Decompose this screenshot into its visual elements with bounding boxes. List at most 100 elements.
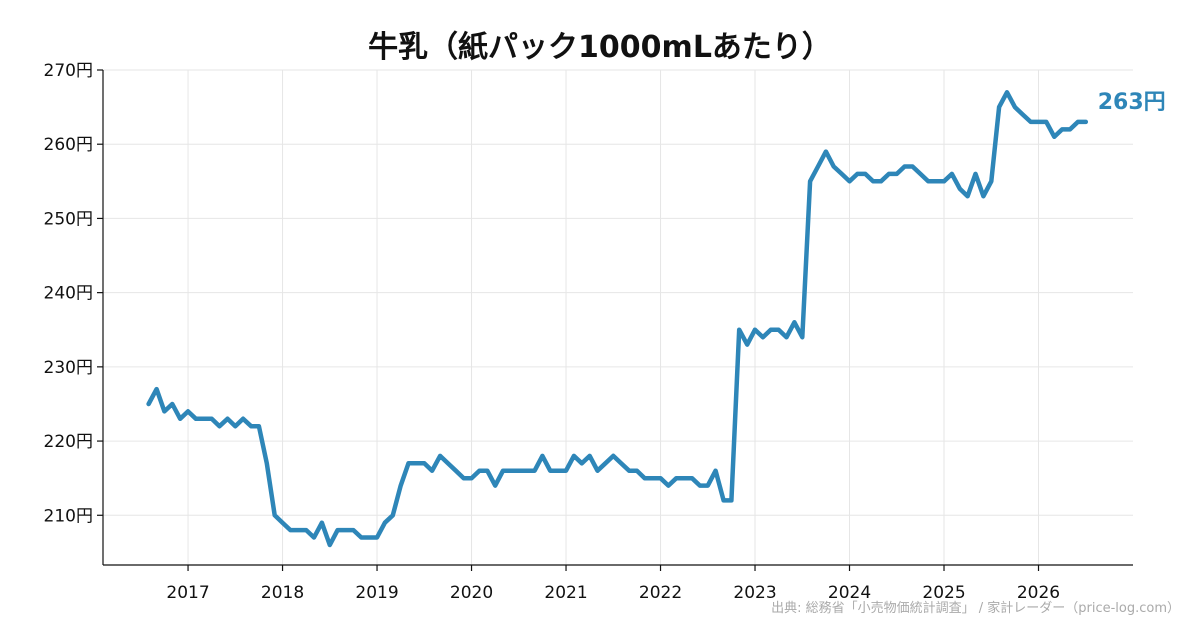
data-point [919, 173, 921, 175]
data-point [927, 180, 929, 182]
data-point [856, 173, 858, 175]
data-point [982, 195, 984, 197]
data-point [392, 514, 394, 516]
data-point [604, 462, 606, 464]
x-tick-label-2: 2019 [355, 583, 398, 603]
data-point [1053, 136, 1055, 138]
data-point [486, 470, 488, 472]
data-point [187, 410, 189, 412]
data-point [258, 425, 260, 427]
y-tick-label-0: 210円 [44, 506, 93, 526]
data-point [715, 470, 717, 472]
data-point [510, 470, 512, 472]
data-point [912, 166, 913, 167]
data-point [266, 462, 268, 464]
data-point [667, 485, 669, 487]
data-point [502, 470, 504, 472]
data-point [376, 537, 378, 538]
data-point [636, 470, 638, 472]
data-point [1045, 121, 1047, 123]
data-point [305, 529, 307, 531]
data-point [234, 425, 236, 427]
data-point [841, 173, 843, 175]
x-tick-label-9: 2026 [1017, 583, 1060, 603]
data-point [337, 529, 339, 531]
y-tick-label-4: 250円 [44, 209, 93, 229]
data-point [833, 166, 835, 167]
data-point [557, 470, 559, 472]
series-layer [146, 90, 1089, 548]
data-point [313, 537, 315, 538]
data-point [203, 418, 205, 420]
data-point [880, 180, 882, 182]
data-point [935, 180, 937, 182]
data-point [967, 195, 969, 197]
data-point [471, 477, 472, 479]
data-point [990, 180, 992, 182]
data-point [762, 336, 764, 338]
data-point [171, 403, 173, 405]
series-line-0 [146, 90, 1089, 548]
data-point [179, 418, 181, 420]
data-point [219, 425, 220, 427]
data-point [384, 522, 386, 524]
data-point [943, 180, 945, 182]
source-note: 出典: 総務省「小売物価統計調査」 / 家計レーダー（price-log.com… [771, 601, 1180, 616]
x-tick-label-8: 2025 [922, 583, 965, 603]
data-point [534, 470, 536, 472]
data-point [1022, 114, 1024, 115]
data-point [1061, 128, 1063, 130]
data-point [581, 462, 583, 464]
x-tick-label-7: 2024 [828, 583, 871, 603]
data-point [1069, 128, 1071, 130]
axes [97, 69, 1133, 571]
data-point [195, 418, 197, 420]
data-point [660, 477, 661, 479]
data-point [864, 173, 866, 175]
data-point [250, 425, 252, 427]
data-point [156, 388, 158, 390]
data-point [455, 470, 457, 472]
data-point [786, 336, 787, 338]
data-point [691, 477, 693, 479]
data-point [1085, 121, 1087, 123]
data-point [825, 151, 827, 153]
data-point [565, 470, 567, 472]
data-point [211, 418, 213, 420]
data-point [297, 529, 299, 531]
data-point [817, 166, 819, 167]
data-point [896, 173, 898, 175]
data-point [872, 180, 874, 182]
data-point [959, 188, 961, 190]
data-point [809, 180, 811, 182]
data-point [683, 477, 685, 479]
y-tick-label-3: 240円 [44, 284, 93, 304]
end-value-label: 263円 [1098, 90, 1166, 115]
x-tick-label-0: 2017 [166, 583, 209, 603]
data-point [573, 455, 575, 457]
data-point [541, 455, 543, 457]
data-point [1006, 91, 1008, 93]
x-tick-label-1: 2018 [261, 583, 304, 603]
grid-lines [103, 69, 1133, 565]
data-point [652, 477, 654, 479]
x-tick-labels: 2017 2018 2019 2020 2021 2022 2023 2024 2025 2026 [166, 583, 1060, 603]
data-point [849, 180, 850, 182]
x-tick-label-4: 2021 [544, 583, 587, 603]
data-point [801, 336, 803, 338]
data-point [620, 462, 622, 464]
data-point [589, 455, 591, 457]
data-point [746, 344, 748, 346]
data-point [526, 470, 528, 472]
data-point [360, 537, 362, 538]
data-point [1014, 106, 1016, 108]
data-point [1077, 121, 1079, 123]
data-point [975, 173, 976, 175]
data-point [518, 470, 520, 472]
data-point [699, 485, 701, 487]
data-point [242, 418, 244, 420]
chart-title: 牛乳（紙パック1000mLあたり） [368, 30, 832, 65]
data-point [1038, 121, 1039, 123]
data-point [754, 329, 756, 331]
